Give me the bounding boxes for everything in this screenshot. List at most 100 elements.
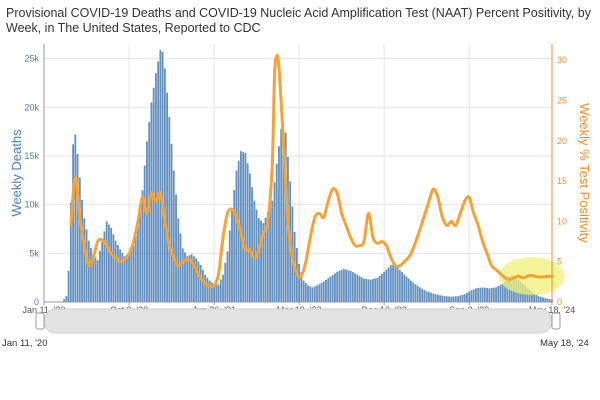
- death-bar: [172, 170, 175, 302]
- death-bar: [282, 130, 285, 302]
- death-bar: [495, 287, 497, 302]
- death-bar: [434, 294, 437, 302]
- death-bar: [110, 228, 113, 302]
- death-bar: [201, 269, 204, 302]
- death-bar: [387, 267, 390, 302]
- death-bar: [206, 277, 209, 302]
- death-bar: [425, 291, 428, 302]
- death-bar: [114, 240, 117, 302]
- death-bar: [161, 51, 164, 302]
- death-bar: [450, 296, 453, 302]
- death-bar: [463, 294, 466, 302]
- death-bar: [215, 284, 218, 302]
- death-bar: [445, 296, 448, 302]
- death-bar: [448, 296, 450, 302]
- death-bar: [107, 224, 110, 302]
- death-bar: [443, 296, 446, 302]
- death-bar: [74, 134, 77, 302]
- death-bar: [412, 282, 415, 302]
- death-bar: [327, 278, 330, 302]
- death-bar: [228, 230, 231, 302]
- death-bar: [253, 200, 256, 302]
- death-bar: [69, 202, 72, 302]
- death-bar: [219, 279, 222, 302]
- death-bar: [137, 226, 139, 302]
- death-bar: [461, 294, 464, 302]
- death-bar: [439, 295, 442, 302]
- death-bar: [334, 273, 336, 302]
- death-bar: [278, 146, 280, 302]
- death-bar: [376, 277, 379, 302]
- death-bar: [499, 284, 502, 302]
- death-bar: [78, 177, 81, 302]
- death-bar: [378, 275, 381, 302]
- death-bar: [244, 153, 247, 302]
- death-bar: [452, 296, 455, 302]
- death-bar: [112, 234, 115, 302]
- death-bar: [143, 165, 146, 302]
- death-bar: [459, 295, 462, 302]
- death-bar: [148, 121, 151, 302]
- death-bar: [92, 255, 95, 302]
- navigator-end-label: May 18, '24: [540, 338, 589, 349]
- death-bar: [197, 261, 200, 302]
- right-y-tick-label: 0: [557, 297, 562, 307]
- death-bar: [385, 269, 388, 302]
- death-bar: [208, 280, 211, 302]
- death-bar: [320, 282, 323, 302]
- death-bar: [396, 266, 399, 302]
- death-bar: [237, 160, 240, 302]
- death-bar: [526, 287, 529, 302]
- death-bar: [454, 296, 457, 302]
- death-bar: [336, 271, 339, 302]
- death-bar: [363, 278, 365, 302]
- death-bar: [466, 292, 468, 302]
- death-bar: [318, 284, 321, 302]
- navigator-right-handle[interactable]: [551, 312, 561, 330]
- death-bar: [389, 265, 392, 302]
- death-bar: [414, 284, 417, 302]
- death-bar: [367, 279, 370, 302]
- left-y-tick-label: 20k: [24, 102, 39, 112]
- positivity-series-line: [69, 53, 554, 289]
- death-bar: [280, 128, 283, 302]
- right-y-tick-label: 15: [557, 176, 567, 186]
- death-bar: [354, 273, 356, 302]
- left-y-tick-label: 0: [34, 297, 39, 307]
- right-y-ticks: 0 5 10 15 20 25 30: [557, 55, 567, 307]
- death-bar: [302, 280, 305, 302]
- death-bar: [383, 271, 386, 302]
- death-bar: [504, 281, 506, 302]
- death-bar: [210, 282, 213, 302]
- range-navigator[interactable]: [35, 308, 561, 334]
- right-axis-title: Weekly % Test Positivity: [577, 103, 592, 243]
- death-bar: [271, 200, 274, 302]
- left-y-ticks: 0 5k 10k 15k 20k 25k: [24, 54, 39, 307]
- death-bar: [530, 292, 533, 302]
- death-bar: [470, 290, 473, 302]
- death-bar: [269, 206, 271, 302]
- navigator-track: [43, 308, 553, 334]
- death-bar: [266, 212, 269, 302]
- death-bar: [544, 298, 547, 302]
- death-bar: [130, 249, 133, 302]
- navigator-left-handle[interactable]: [35, 312, 45, 330]
- death-bar: [94, 257, 97, 302]
- death-bar: [311, 287, 314, 302]
- death-bar: [83, 218, 86, 302]
- death-bar: [139, 208, 142, 302]
- death-bar: [193, 256, 195, 302]
- death-bar: [441, 295, 444, 302]
- death-bar: [358, 276, 361, 302]
- death-bar: [128, 253, 130, 302]
- death-bar: [72, 144, 75, 302]
- death-bar: [284, 132, 287, 302]
- death-bar: [170, 143, 173, 302]
- death-bar: [85, 229, 88, 302]
- death-bar: [177, 218, 180, 302]
- left-axis-title: Weekly Deaths: [9, 129, 24, 217]
- death-bar: [166, 92, 169, 302]
- death-bar: [163, 68, 166, 302]
- death-bar: [477, 288, 480, 302]
